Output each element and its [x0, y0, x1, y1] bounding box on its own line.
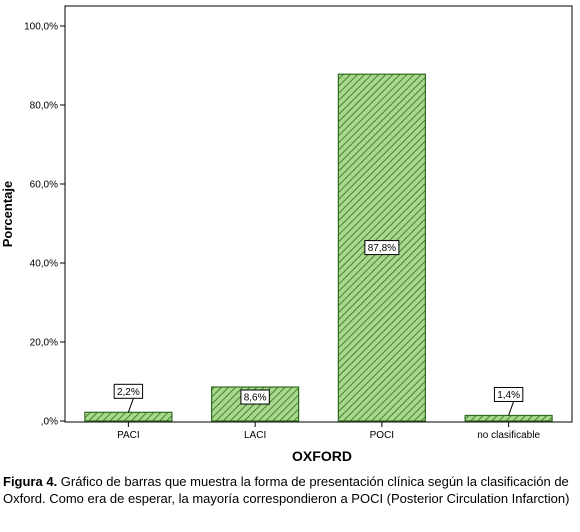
x-axis: PACI LACI POCI no clasificable — [117, 422, 540, 441]
y-tick-label: 80,0% — [30, 101, 58, 112]
data-label: 2,2% — [117, 387, 140, 398]
data-label-box — [493, 386, 524, 402]
data-label-box — [113, 383, 144, 399]
x-axis-label: OXFORD — [292, 448, 352, 464]
bar — [464, 414, 553, 422]
data-label: 87,8% — [368, 243, 396, 254]
label-leader — [508, 401, 515, 416]
data-label: 1,4% — [497, 390, 520, 401]
y-tick-label: 100,0% — [24, 22, 58, 33]
x-tick-label: POCI — [370, 430, 394, 441]
y-tick-label: ,0% — [41, 417, 58, 428]
y-tick-label: 40,0% — [30, 259, 58, 270]
chart-canvas: ,0% 20,0% 40,0% 60,0% 80,0% 100,0% PACI LACI PO… — [0, 5, 573, 464]
data-labels: 2,2% 8,6% 87,8% 1,4% — [113, 240, 524, 416]
data-label-box — [364, 240, 400, 256]
bar-chart: ,0% 20,0% 40,0% 60,0% 80,0% 100,0% PACI LACI PO… — [0, 5, 573, 464]
caption-lead: Figura 4. — [3, 474, 58, 489]
x-tick-label: LACI — [244, 430, 266, 441]
x-tick-label: no clasificable — [477, 430, 540, 441]
figure-caption: Figura 4. Gráfico de barras que muestra … — [3, 473, 577, 507]
caption-text: Gráfico de barras que muestra la forma d… — [3, 474, 570, 506]
y-axis-label: Porcentaje — [0, 181, 15, 247]
x-tick-label: PACI — [117, 430, 140, 441]
y-tick-label: 20,0% — [30, 338, 58, 349]
y-axis: ,0% 20,0% 40,0% 60,0% 80,0% 100,0% — [24, 22, 65, 428]
y-tick-label: 60,0% — [30, 180, 58, 191]
plot-frame — [64, 5, 573, 423]
data-label-box — [240, 389, 270, 405]
label-leader — [127, 398, 134, 413]
bar — [84, 411, 173, 422]
data-label: 8,6% — [244, 393, 267, 404]
